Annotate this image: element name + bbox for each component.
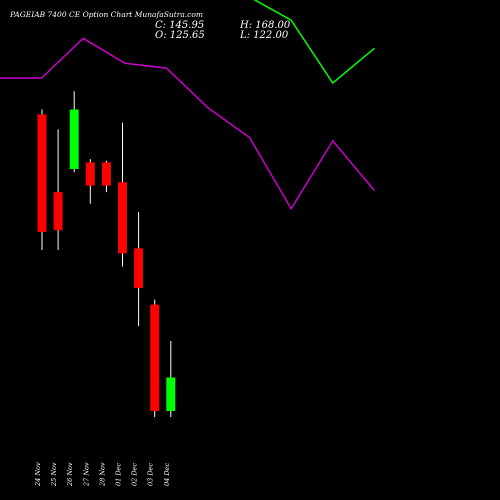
- candles: [37, 91, 176, 418]
- x-tick-label: 25 Nov: [50, 462, 58, 487]
- x-tick-label: 01 Dec: [115, 463, 123, 486]
- candle-27-nov: [85, 159, 95, 204]
- chart-title: PAGEIAB 7400 CE Option Chart MunafaSutra…: [9, 10, 203, 19]
- candle-01-dec: [118, 122, 127, 267]
- x-tick-label: 02 Dec: [131, 463, 139, 486]
- candle-03-dec: [150, 299, 160, 418]
- open-value: O: 125.65: [155, 30, 205, 41]
- high-value: H: 168.00: [239, 20, 291, 31]
- low-value: L: 122.00: [239, 30, 289, 41]
- candle-24-nov: [37, 109, 47, 251]
- candle-body: [134, 248, 144, 289]
- x-tick-label: 24 Nov: [34, 462, 42, 487]
- x-tick-label: 03 Dec: [147, 463, 155, 486]
- candle-04-dec: [166, 341, 176, 418]
- x-tick-label: 27 Nov: [82, 462, 90, 487]
- candle-body: [150, 304, 160, 412]
- candle-02-dec: [134, 212, 144, 327]
- candle-body: [101, 162, 111, 186]
- x-tick-label: 26 Nov: [66, 462, 74, 487]
- candle-body: [53, 192, 63, 231]
- candle-body: [37, 114, 47, 232]
- x-tick-label: 28 Nov: [98, 462, 106, 487]
- candle-26-nov: [69, 91, 79, 173]
- candle-body: [166, 377, 176, 412]
- candle-25-nov: [53, 129, 63, 251]
- indicator-line-1: [253, 0, 375, 85]
- x-tick-label: 04 Dec: [163, 463, 171, 486]
- candle-body: [118, 182, 127, 254]
- candle-body: [85, 162, 95, 186]
- candle-body: [69, 109, 79, 169]
- indicator-line-2: [0, 37, 375, 211]
- candle-28-nov: [101, 160, 111, 193]
- indicator-lines: [0, 0, 375, 211]
- x-axis-labels: 24 Nov 25 Nov 26 Nov 27 Nov 28 Nov 01 Dec 02 D…: [34, 462, 171, 487]
- close-value: C: 145.95: [155, 20, 204, 31]
